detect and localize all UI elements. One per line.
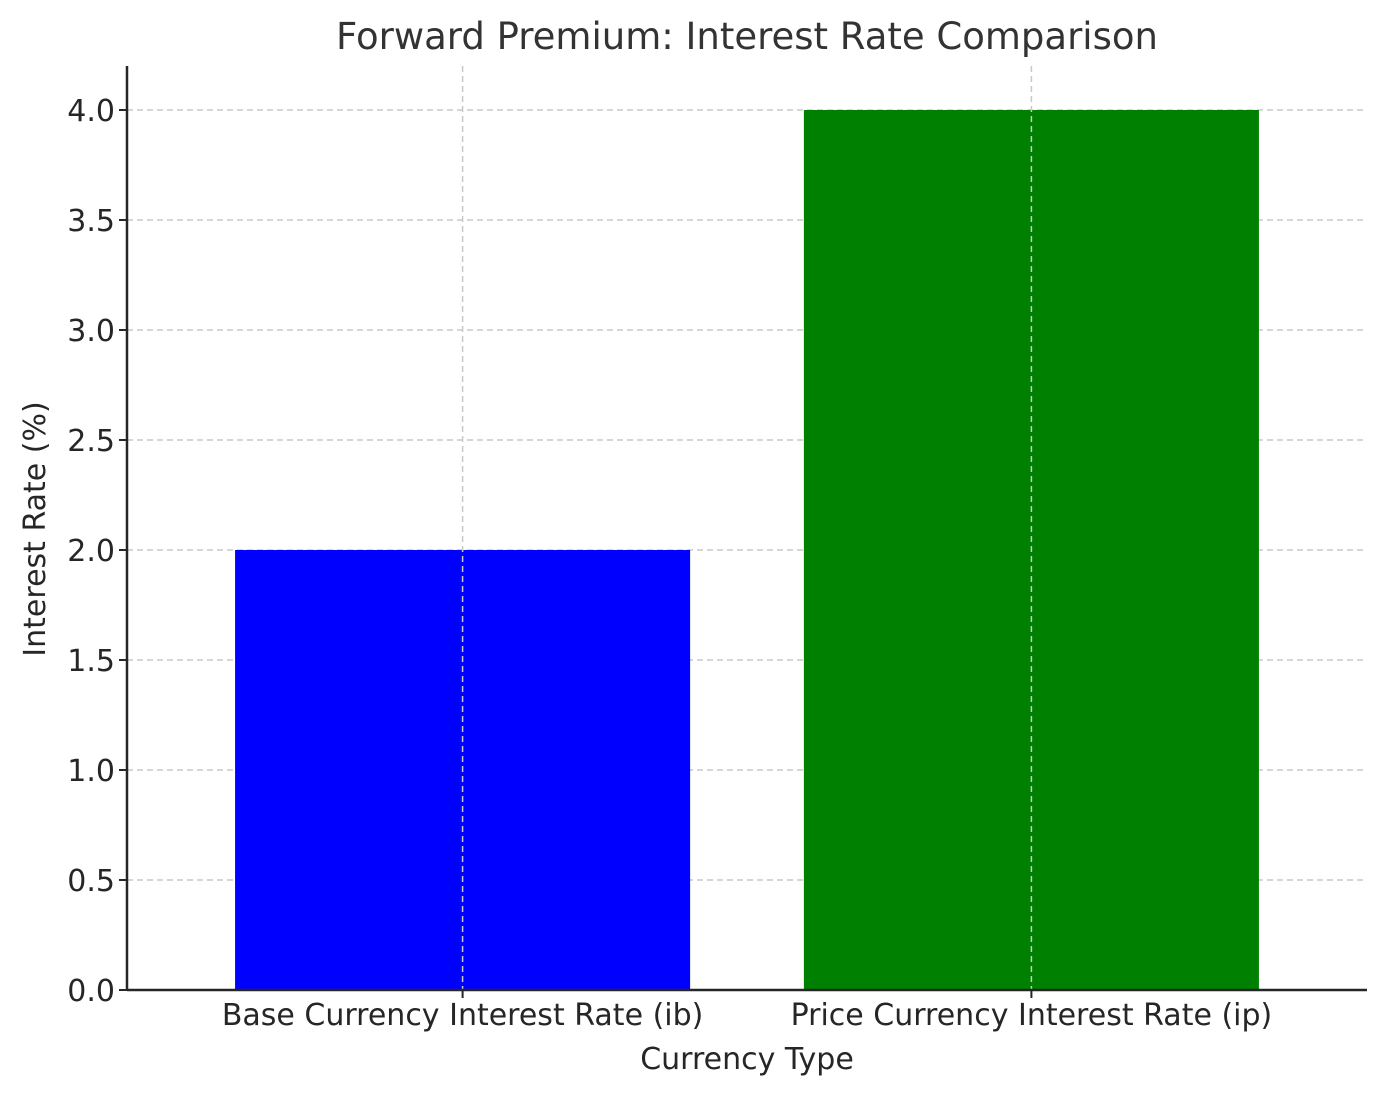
y-tick-label: 1.0 xyxy=(67,754,115,789)
x-tick-label: Price Currency Interest Rate (ip) xyxy=(791,998,1273,1033)
y-tick-label: 3.5 xyxy=(67,204,115,239)
y-tick-label: 3.0 xyxy=(67,314,115,349)
y-tick-label: 2.0 xyxy=(67,534,115,569)
x-tick-layer: Base Currency Interest Rate (ib) Price Cu… xyxy=(222,990,1272,1033)
y-tick-label: 0.5 xyxy=(67,864,115,899)
y-axis-label: Interest Rate (%) xyxy=(18,401,53,656)
vertical-grid-layer xyxy=(461,66,1033,990)
chart-title: Forward Premium: Interest Rate Compariso… xyxy=(336,15,1158,58)
x-tick-label: Base Currency Interest Rate (ib) xyxy=(222,998,704,1033)
x-axis-label: Currency Type xyxy=(640,1042,854,1077)
y-tick-label: 1.5 xyxy=(67,644,115,679)
y-tick-layer: 0.0 0.5 1.0 1.5 2.0 2.5 3.0 3.5 4.0 xyxy=(67,94,127,1009)
y-tick-label: 4.0 xyxy=(67,94,115,129)
y-tick-label: 0.0 xyxy=(67,974,115,1009)
y-tick-label: 2.5 xyxy=(67,424,115,459)
